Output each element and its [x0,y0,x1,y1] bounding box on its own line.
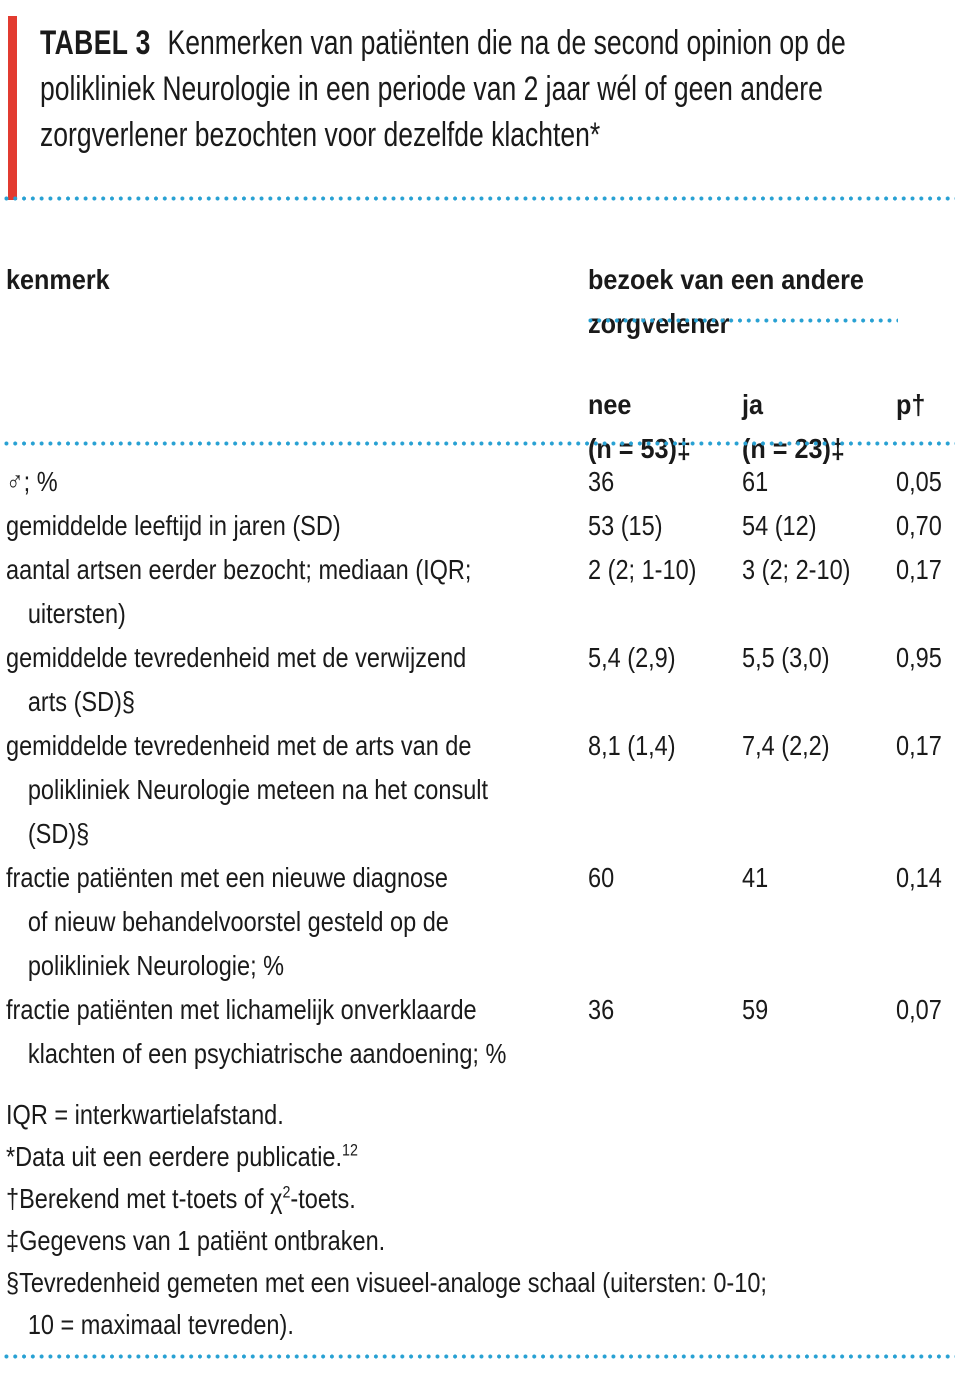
cell-nee: 5,4 (2,9) [588,642,676,673]
column-header-kenmerk: kenmerk [6,264,110,295]
table-row: fractie patiënten met een nieuwe diagnos… [0,856,959,988]
cell-nee: 8,1 (1,4) [588,730,676,761]
footnote: ‡Gegevens van 1 patiënt ontbraken. [6,1220,896,1262]
cell-nee: 36 [588,994,615,1025]
table-body: ♂; % 36 61 0,05 gemiddelde leeftijd in jaren… [0,460,959,1076]
dotted-rule-bottom [4,1354,955,1359]
cell-ja: 3 (2; 2-10) [742,554,851,585]
cell-ja: 5,5 (3,0) [742,642,830,673]
footnote-text: *Data uit een eerdere publicatie. [6,1141,343,1172]
footnote: IQR = interkwartielafstand. [6,1094,896,1136]
cell-nee: 36 [588,466,615,497]
cell-p: 0,07 [896,994,942,1025]
cell-p: 0,17 [896,554,942,585]
row-label: gemiddelde leeftijd in jaren (SD) [6,510,341,541]
cell-ja: 7,4 (2,2) [742,730,830,761]
cell-nee: 2 (2; 1-10) [588,554,697,585]
table-number-label: TABEL 3 [40,24,151,62]
table-row: gemiddelde tevredenheid met de verwijzen… [0,636,959,724]
footnote-text: -toets. [290,1183,356,1214]
footnotes: IQR = interkwartielafstand. *Data uit een… [6,1094,959,1346]
row-label: fractie patiënten met een nieuwe diagnos… [6,862,449,981]
row-label: gemiddelde tevredenheid met de verwijzen… [6,642,467,717]
footnote: §Tevredenheid gemeten met een visueel-an… [6,1262,896,1346]
cell-p: 0,14 [896,862,942,893]
cell-ja: 54 (12) [742,510,817,541]
cell-ja: 61 [742,466,769,497]
table-row: aantal artsen eerder bezocht; mediaan (I… [0,548,959,636]
cell-nee: 60 [588,862,615,893]
cell-p: 0,95 [896,642,942,673]
cell-p: 0,05 [896,466,942,497]
cell-p: 0,70 [896,510,942,541]
cell-p: 0,17 [896,730,942,761]
column-group-header: bezoek van een andere zorgvelener [588,264,864,339]
row-label: aantal artsen eerder bezocht; mediaan (I… [6,554,472,629]
column-header-ja: ja (n = 23)‡ [742,389,845,464]
table-row: ♂; % 36 61 0,05 [0,460,959,504]
footnote-text: †Berekend met t-toets of χ [6,1183,283,1214]
column-header-nee: nee (n = 53)‡ [588,389,691,464]
cell-ja: 41 [742,862,769,893]
table-row: gemiddelde tevredenheid met de arts van … [0,724,959,856]
dotted-rule-top [4,196,955,201]
table-row: fractie patiënten met lichamelijk onverk… [0,988,959,1076]
footnote-text: §Tevredenheid gemeten met een visueel-an… [6,1267,767,1340]
footnote-text: ‡Gegevens van 1 patiënt ontbraken. [6,1225,386,1256]
table-title: TABEL 3 Kenmerken van patiënten die na d… [40,20,959,158]
cell-ja: 59 [742,994,769,1025]
cell-nee: 53 (15) [588,510,663,541]
row-label: gemiddelde tevredenheid met de arts van … [6,730,489,849]
red-accent-bar [8,16,17,200]
column-header-p: p† [896,389,926,420]
footnote: †Berekend met t-toets of χ2-toets. [6,1178,896,1220]
table-row: gemiddelde leeftijd in jaren (SD) 53 (15)… [0,504,959,548]
dotted-rule-header [4,441,955,446]
dotted-rule-group [588,318,898,323]
footnote-superscript: 2 [282,1182,291,1202]
row-label: fractie patiënten met lichamelijk onverk… [6,994,507,1069]
table-title-text: Kenmerken van patiënten die na de second… [40,24,846,154]
footnote: *Data uit een eerdere publicatie.12 [6,1136,896,1178]
row-label: ♂; % [6,466,58,497]
footnote-superscript: 12 [342,1140,358,1160]
footnote-text: IQR = interkwartielafstand. [6,1099,284,1130]
